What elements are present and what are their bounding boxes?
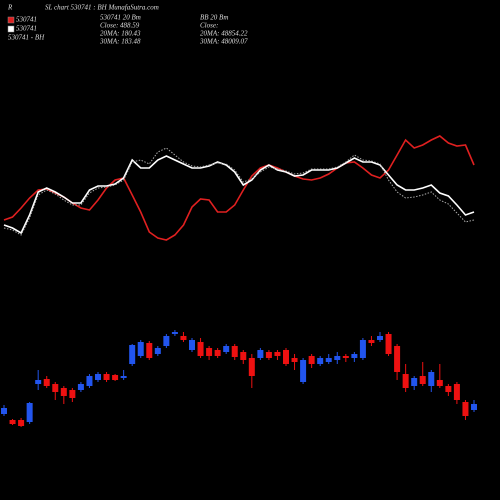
info-right: 30MA: 48009.07 xyxy=(199,38,248,46)
candle-body xyxy=(359,340,366,358)
candle-body xyxy=(342,356,349,358)
candle-body xyxy=(180,336,187,340)
candle-body xyxy=(163,336,170,346)
candle-body xyxy=(325,358,332,362)
candle-body xyxy=(52,384,59,392)
candle-body xyxy=(9,420,16,424)
candle-body xyxy=(197,342,204,356)
candle-body xyxy=(103,374,110,380)
candle-body xyxy=(394,346,401,372)
candle-body xyxy=(77,384,84,390)
candle-body xyxy=(402,374,409,388)
candle-body xyxy=(377,336,383,340)
candle-body xyxy=(453,384,460,400)
candle-body xyxy=(283,350,289,364)
legend-label: 530741 xyxy=(16,16,37,24)
legend-swatch xyxy=(7,16,15,24)
candle-body xyxy=(428,372,435,386)
candle-body xyxy=(1,408,7,414)
candle-body xyxy=(411,378,418,386)
candle-body xyxy=(274,352,281,356)
candle-body xyxy=(189,340,195,350)
info-left: 20MA: 180.43 xyxy=(100,30,141,38)
candle-body xyxy=(223,346,230,352)
candle-body xyxy=(317,358,324,364)
candle-body xyxy=(240,352,247,360)
candle-body xyxy=(154,348,161,354)
line xyxy=(3,135,475,241)
candle-body xyxy=(146,343,153,358)
candle-body xyxy=(43,379,50,386)
candle-body xyxy=(18,420,25,426)
candle-body xyxy=(69,390,76,398)
info-right: Close: xyxy=(200,22,218,30)
candle-body xyxy=(112,375,119,380)
candle-body xyxy=(206,348,213,356)
candle-body xyxy=(471,404,477,410)
legend-swatch xyxy=(7,25,15,33)
info-right: BB 20 Bm xyxy=(200,14,228,22)
candle-body xyxy=(257,350,264,358)
line xyxy=(3,155,475,235)
candle-body xyxy=(300,360,307,382)
candle-body xyxy=(86,376,93,386)
chart-title: SL chart 530741 : BH MunafaSutra.com xyxy=(45,4,159,12)
candle-body xyxy=(462,402,469,416)
info-right: 20MA: 48854.22 xyxy=(200,30,248,38)
candle-body xyxy=(265,352,272,358)
candle-body xyxy=(351,354,358,358)
candle-body xyxy=(291,358,298,362)
legend-label: 530741 - BH xyxy=(8,34,45,42)
info-left: Close: 488.59 xyxy=(100,22,140,30)
candle-body xyxy=(214,350,221,356)
candle-body xyxy=(436,380,443,386)
candle-body xyxy=(120,376,127,378)
candle-body xyxy=(445,386,452,392)
corner-label: R xyxy=(7,4,13,12)
candle-body xyxy=(419,376,426,384)
candle-body xyxy=(368,340,375,343)
candle-body xyxy=(308,356,315,364)
candle-body xyxy=(35,380,42,384)
line xyxy=(3,147,475,236)
info-left: 30MA: 183.48 xyxy=(99,38,141,46)
candle-body xyxy=(137,342,144,356)
candle-body xyxy=(385,334,392,354)
candle-body xyxy=(60,388,67,396)
candle-body xyxy=(95,374,101,380)
candle-body xyxy=(129,345,136,364)
legend-label: 530741 xyxy=(16,25,37,33)
candle-body xyxy=(334,356,341,360)
candle-body xyxy=(248,358,255,376)
candle-body xyxy=(231,346,238,357)
info-left: 530741 20 Bm xyxy=(100,14,141,22)
candle-body xyxy=(26,403,33,422)
candle-body xyxy=(171,332,178,334)
